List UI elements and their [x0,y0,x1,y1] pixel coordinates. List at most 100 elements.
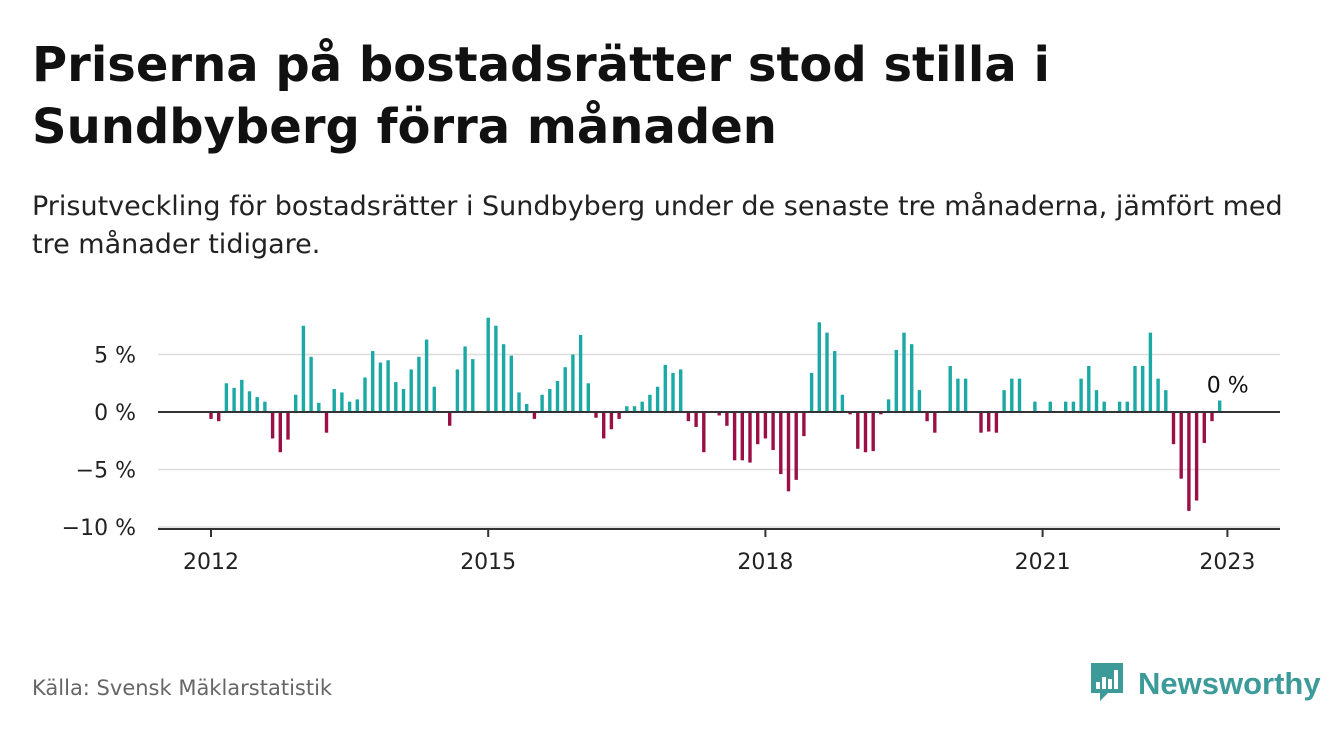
bar [833,351,837,412]
bar [340,392,344,412]
bar [224,383,229,412]
page-title: Priserna på bostadsrätter stod stilla i … [32,37,1050,155]
bar [1002,390,1006,412]
bar [455,369,460,412]
bar [1017,378,1022,412]
bar [856,412,860,449]
brand-logo[interactable]: Newsworthy [1088,660,1321,708]
bar [1094,390,1099,412]
bar [979,412,983,433]
bar [586,383,590,412]
bar [825,332,829,412]
bar [240,379,244,412]
bar [948,366,952,412]
bar [1064,401,1068,412]
bar [1071,401,1076,412]
bar [394,382,398,412]
bar [540,394,544,412]
bar [963,378,968,412]
bar [863,412,868,453]
y-tick-label: 5 % [94,344,136,369]
bar [301,325,306,412]
bar [732,412,737,461]
bar [571,354,575,412]
bar [294,394,298,412]
bar [509,355,513,412]
bar [1202,412,1206,444]
bars [209,317,1222,511]
bar [987,412,991,432]
bar [879,412,883,415]
bar [263,401,267,412]
bar [517,392,521,412]
bar [332,389,336,412]
bar [548,389,552,412]
bar [1117,401,1122,412]
bar [355,399,359,412]
bar [386,360,390,412]
brand-name: Newsworthy [1138,666,1321,701]
bar [448,412,452,426]
bar [817,322,821,412]
bar [532,412,537,419]
bar [794,412,798,480]
bar [802,412,806,437]
bar [617,412,621,419]
bar [317,402,321,412]
bar [756,412,760,445]
price-change-bar-chart: 5 % 0 % −5 % −10 % 2012 2015 2018 2021 2023 0 % [62,317,1280,576]
bar [1148,332,1153,412]
bar [1079,378,1083,412]
bar [1218,400,1222,412]
bar [409,369,413,412]
x-tick-label: 2015 [460,550,516,575]
bar [1087,366,1091,412]
bar [270,412,275,439]
bar [232,387,236,412]
bar [779,412,783,475]
axes [158,411,1280,537]
bar [209,412,213,419]
bar [956,378,960,412]
source-note: Källa: Svensk Mäklarstatistik [32,676,333,700]
bar [217,412,221,422]
bar [309,356,313,412]
bar [786,412,791,492]
bar [910,344,914,412]
bar [432,386,436,412]
bar [648,394,652,412]
bar [663,364,667,412]
grid-lines [158,353,1280,528]
bar [717,412,721,416]
bar [671,372,675,412]
x-tick-label: 2023 [1199,550,1255,575]
bar [286,412,290,440]
bar [347,401,352,412]
bar [417,356,421,412]
bar [686,412,691,422]
x-tick-label: 2021 [1015,550,1071,575]
bar [640,401,644,412]
bar [994,412,999,433]
bar [609,412,614,430]
bar [1210,412,1214,422]
bar [632,406,637,412]
bar [1156,378,1160,412]
latest-value-label: 0 % [1207,374,1249,399]
y-tick-label: −10 % [62,516,136,541]
bar [917,390,922,412]
bar [840,394,845,412]
bar [278,412,282,453]
y-tick-label: −5 % [76,459,136,484]
bar [401,389,406,412]
tick-labels: 5 % 0 % −5 % −10 % 2012 2015 2018 2021 2023 0 % [62,344,1256,576]
bar [1141,366,1145,412]
bar [771,412,775,450]
x-tick-label: 2018 [737,550,793,575]
bar [655,386,660,412]
bar [1010,378,1014,412]
bar [1171,412,1176,445]
bar [255,397,259,412]
bar [725,412,729,426]
bar [424,339,429,412]
